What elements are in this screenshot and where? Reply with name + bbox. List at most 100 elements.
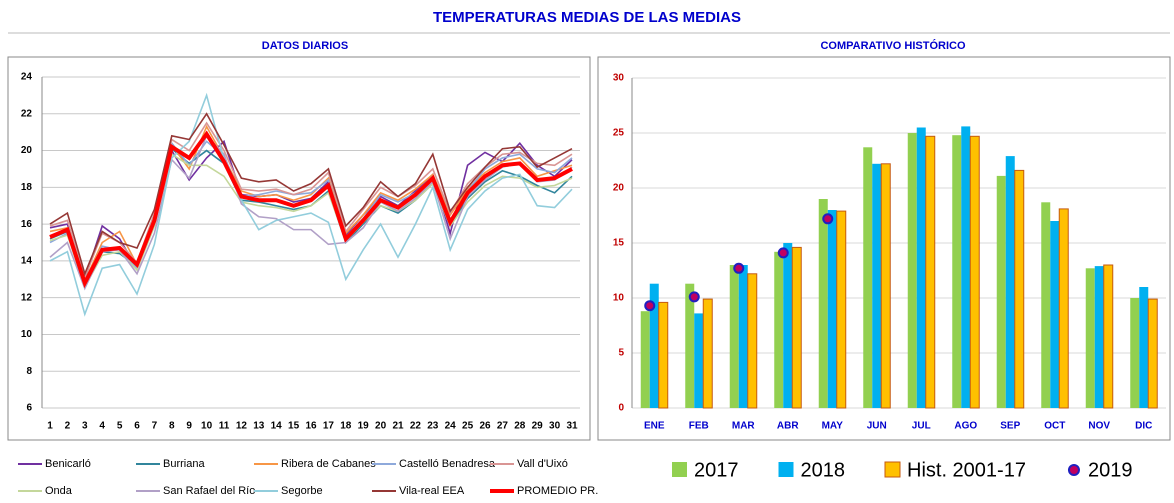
bar: [1041, 202, 1051, 408]
legend-label: Vila-real EEA: [399, 485, 465, 497]
bar: [702, 298, 713, 409]
y-tick-label: 12: [21, 292, 33, 303]
chart-title: COMPARATIVO HISTÓRICO: [820, 39, 965, 52]
bar: [694, 313, 704, 408]
legend-label: Benicarló: [45, 458, 91, 470]
x-tick-label: 15: [288, 421, 300, 432]
series-line: [49, 134, 573, 291]
x-tick-label: MAR: [732, 421, 756, 432]
legend-label: 2017: [694, 459, 739, 481]
series-line: [49, 112, 573, 277]
point: [733, 262, 745, 274]
bar: [791, 246, 802, 409]
x-tick-label: SEP: [1000, 421, 1020, 432]
bar: [880, 163, 891, 409]
bar: [738, 265, 748, 408]
point: [644, 300, 656, 312]
series-line: [49, 130, 573, 289]
bar: [1139, 287, 1149, 408]
x-tick-label: 4: [99, 421, 105, 432]
bar: [996, 175, 1006, 408]
bar: [640, 311, 650, 408]
legend-swatch: [1067, 464, 1080, 476]
x-tick-label: 29: [532, 421, 544, 432]
point: [777, 247, 789, 259]
y-tick-label: 20: [613, 183, 625, 194]
x-tick-label: NOV: [1088, 421, 1110, 432]
bar: [1103, 264, 1114, 409]
y-tick-label: 24: [21, 72, 33, 83]
x-tick-label: MAY: [822, 421, 844, 432]
y-tick-label: 16: [21, 219, 33, 230]
x-tick-label: JUL: [912, 421, 931, 432]
x-tick-label: 13: [253, 421, 265, 432]
legend-label: 2019: [1088, 459, 1133, 481]
y-tick-label: 14: [21, 256, 33, 267]
bar: [1130, 298, 1140, 408]
legend-swatch: [778, 462, 794, 477]
x-tick-label: 22: [410, 421, 422, 432]
right-frame: [597, 56, 1171, 441]
series-line: [49, 152, 573, 289]
bar: [818, 199, 828, 408]
bar: [1050, 221, 1060, 408]
y-tick-label: 10: [613, 293, 625, 304]
bar: [925, 135, 936, 409]
bar: [747, 273, 758, 409]
x-tick-label: 2: [65, 421, 71, 432]
x-tick-label: 28: [514, 421, 526, 432]
x-tick-label: AGO: [954, 421, 977, 432]
legend-label: Castelló Benadresa: [399, 458, 496, 470]
bar: [1094, 266, 1104, 408]
bar: [649, 283, 659, 408]
y-tick-label: 20: [21, 145, 33, 156]
x-tick-label: 14: [271, 421, 283, 432]
y-tick-label: 0: [618, 403, 624, 414]
point: [688, 291, 700, 303]
bar: [774, 251, 784, 408]
bar: [685, 283, 695, 408]
bar: [1058, 208, 1069, 409]
legend-label: Hist. 2001-17: [907, 459, 1026, 481]
bar: [907, 133, 917, 408]
x-tick-label: ABR: [777, 421, 799, 432]
y-tick-label: 5: [618, 348, 624, 359]
bar: [1005, 156, 1015, 408]
legend-label: 2018: [801, 459, 846, 481]
y-tick-label: 25: [613, 128, 625, 139]
legend-label: San Rafael del Río: [163, 485, 255, 497]
x-tick-label: 12: [236, 421, 248, 432]
y-tick-label: 8: [26, 366, 32, 377]
x-tick-label: 10: [201, 421, 213, 432]
x-tick-label: 25: [462, 421, 474, 432]
x-tick-label: 24: [445, 421, 457, 432]
bar: [658, 301, 669, 409]
x-tick-label: JUN: [867, 421, 887, 432]
page-title: TEMPERATURAS MEDIAS DE LAS MEDIAS: [433, 9, 741, 26]
x-tick-label: 30: [549, 421, 561, 432]
x-tick-label: 6: [134, 421, 140, 432]
bar: [872, 163, 882, 408]
x-tick-label: 5: [117, 421, 123, 432]
bar: [783, 243, 793, 408]
x-tick-label: 26: [479, 421, 491, 432]
x-tick-label: 1: [47, 421, 53, 432]
x-tick-label: 3: [82, 421, 88, 432]
bar: [863, 147, 873, 409]
x-tick-label: FEB: [689, 421, 709, 432]
bar: [916, 127, 926, 408]
x-tick-label: DIC: [1135, 421, 1152, 432]
bar: [1085, 268, 1095, 408]
x-tick-label: OCT: [1044, 421, 1065, 432]
legend-label: Vall d'Uixó: [517, 458, 568, 470]
legend-label: PROMEDIO PR.: [517, 485, 598, 497]
legend-swatch: [884, 461, 901, 478]
legend-label: Onda: [45, 485, 73, 497]
series-line: [49, 92, 573, 317]
x-tick-label: 20: [375, 421, 387, 432]
legend-label: Ribera de Cabanes: [281, 458, 376, 470]
point: [822, 213, 834, 225]
bar: [729, 265, 739, 408]
bar: [1014, 169, 1025, 409]
bar: [952, 135, 962, 408]
